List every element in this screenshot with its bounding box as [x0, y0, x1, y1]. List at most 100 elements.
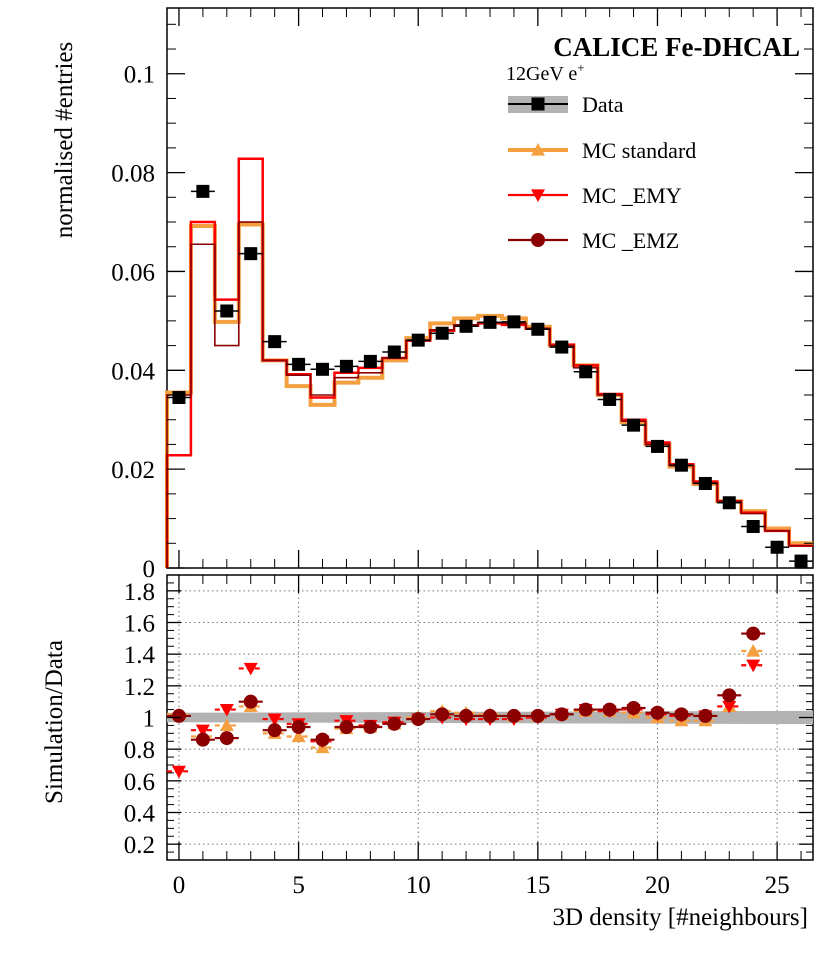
- y-tick-label: 0.06: [111, 259, 155, 286]
- ratio-y-tick-label: 1.6: [124, 611, 155, 638]
- ratio-point-mc-standard: [291, 729, 306, 743]
- energy-label: 12GeV e+: [506, 60, 585, 85]
- data-point: [770, 540, 784, 554]
- ratio-point-mc-emz: [363, 720, 378, 734]
- experiment-title: CALICE Fe-DHCAL: [553, 32, 800, 62]
- data-point: [603, 392, 617, 406]
- y-tick-label: 0: [143, 556, 156, 583]
- legend-marker: [531, 97, 545, 111]
- legend-label: MC standard: [582, 138, 696, 163]
- data-point: [220, 304, 234, 318]
- data-point: [244, 247, 258, 261]
- data-point: [363, 354, 377, 368]
- ratio-point-mc-emy: [171, 765, 186, 779]
- x-axis-label: 3D density [#neighbours]: [552, 904, 808, 931]
- x-tick-label: 10: [406, 872, 431, 899]
- x-tick-label: 5: [292, 872, 305, 899]
- ratio-point-mc-emy: [267, 713, 282, 727]
- ratio-point-mc-emz: [554, 707, 569, 722]
- data-point: [411, 333, 425, 347]
- main-y-axis-label: normalised #entries: [51, 42, 78, 238]
- data-point: [172, 390, 186, 404]
- ratio-point-mc-emz: [243, 694, 258, 709]
- data-point: [387, 345, 401, 359]
- ratio-point-mc-emy: [722, 700, 737, 714]
- x-tick-label: 25: [765, 872, 790, 899]
- data-point: [316, 362, 330, 376]
- ratio-point-mc-emz: [315, 732, 330, 747]
- legend-marker: [531, 143, 545, 156]
- ratio-axes: 0.2 0.4 0.6 0.8 1 1.2 1.4 1.6 1.8 0 5 10 15 20 25: [124, 575, 813, 899]
- histogram-mc-emy: [165, 157, 813, 568]
- data-point: [579, 365, 593, 379]
- data-point: [627, 418, 641, 432]
- ratio-point-mc-emz: [674, 707, 689, 722]
- data-point: [722, 496, 736, 510]
- ratio-y-tick-label: 0.4: [124, 801, 156, 828]
- ratio-point-mc-emy: [243, 662, 258, 676]
- ratio-point-mc-emz: [291, 720, 306, 734]
- main-series-layer: [165, 157, 813, 568]
- y-tick-label: 0.08: [111, 161, 155, 188]
- data-point: [555, 340, 569, 354]
- ratio-point-mc-emz: [746, 626, 761, 641]
- ratio-point-mc-emz: [339, 720, 354, 734]
- data-point: [268, 335, 282, 349]
- x-tick-label: 20: [645, 872, 670, 899]
- ratio-point-mc-emz: [506, 708, 521, 723]
- ratio-point-mc-emz: [650, 705, 665, 720]
- ratio-point-mc-emy: [219, 703, 234, 717]
- x-tick-label: 15: [525, 872, 550, 899]
- ratio-point-mc-emz: [219, 731, 234, 746]
- main-axes: 0 0.02 0.04 0.06 0.08 0.1: [111, 8, 813, 583]
- ratio-y-tick-label: 1.8: [124, 579, 155, 606]
- ratio-y-tick-label: 0.8: [124, 737, 155, 764]
- y-tick-label: 0.02: [111, 457, 155, 484]
- ratio-y-tick-label: 0.6: [124, 769, 155, 796]
- data-point: [292, 357, 306, 371]
- ratio-point-mc-emz: [483, 708, 497, 723]
- ratio-series-layer: [167, 626, 766, 779]
- data-point: [698, 476, 712, 490]
- x-tick-label: 0: [173, 872, 186, 899]
- data-point: [339, 359, 353, 373]
- data-point: [483, 315, 497, 329]
- ratio-y-tick-label: 1.2: [124, 674, 155, 701]
- main-panel: 0 0.02 0.04 0.06 0.08 0.1 normalised #entries…: [51, 7, 814, 583]
- y-tick-label: 0.1: [124, 62, 155, 89]
- data-point: [435, 326, 449, 340]
- ratio-point-mc-emz: [459, 708, 474, 723]
- ratio-point-mc-emz: [602, 702, 617, 717]
- data-point: [674, 458, 688, 472]
- ratio-y-axis-label: Simulation/Data: [41, 640, 68, 804]
- ratio-point-mc-emy: [746, 659, 761, 673]
- ratio-point-mc-emz: [722, 688, 737, 703]
- ratio-y-tick-label: 1: [143, 706, 156, 733]
- ratio-point-mc-standard: [746, 644, 761, 657]
- ratio-point-mc-emz: [411, 712, 426, 727]
- ratio-point-mc-emz: [530, 708, 545, 723]
- data-point: [507, 315, 521, 329]
- ratio-point-mc-emz: [626, 701, 641, 715]
- legend-marker: [531, 189, 545, 202]
- legend-label: MC _EMZ: [582, 228, 679, 253]
- legend-label: MC _EMY: [582, 183, 682, 208]
- ratio-point-mc-emy: [195, 724, 210, 738]
- ratio-point-mc-standard: [219, 718, 234, 732]
- ratio-point-mc-emz: [387, 716, 402, 731]
- ratio-point-mc-emz: [267, 723, 282, 738]
- histogram-mc-emz: [166, 221, 813, 568]
- ratio-point-mc-emz: [171, 708, 186, 723]
- legend-marker: [531, 233, 545, 247]
- y-tick-label: 0.04: [111, 358, 155, 385]
- ratio-point-mc-emz: [435, 707, 450, 722]
- legend-label: Data: [582, 92, 624, 117]
- data-point: [459, 319, 473, 333]
- ratio-point-mc-emz: [698, 708, 713, 723]
- ratio-y-tick-label: 1.4: [124, 642, 156, 669]
- data-point: [746, 519, 760, 533]
- ratio-panel: 0.2 0.4 0.6 0.8 1 1.2 1.4 1.6 1.8 0 5 10 15 20 25 Simu…: [41, 574, 814, 931]
- ratio-point-mc-emz: [195, 732, 210, 747]
- data-point: [196, 184, 210, 198]
